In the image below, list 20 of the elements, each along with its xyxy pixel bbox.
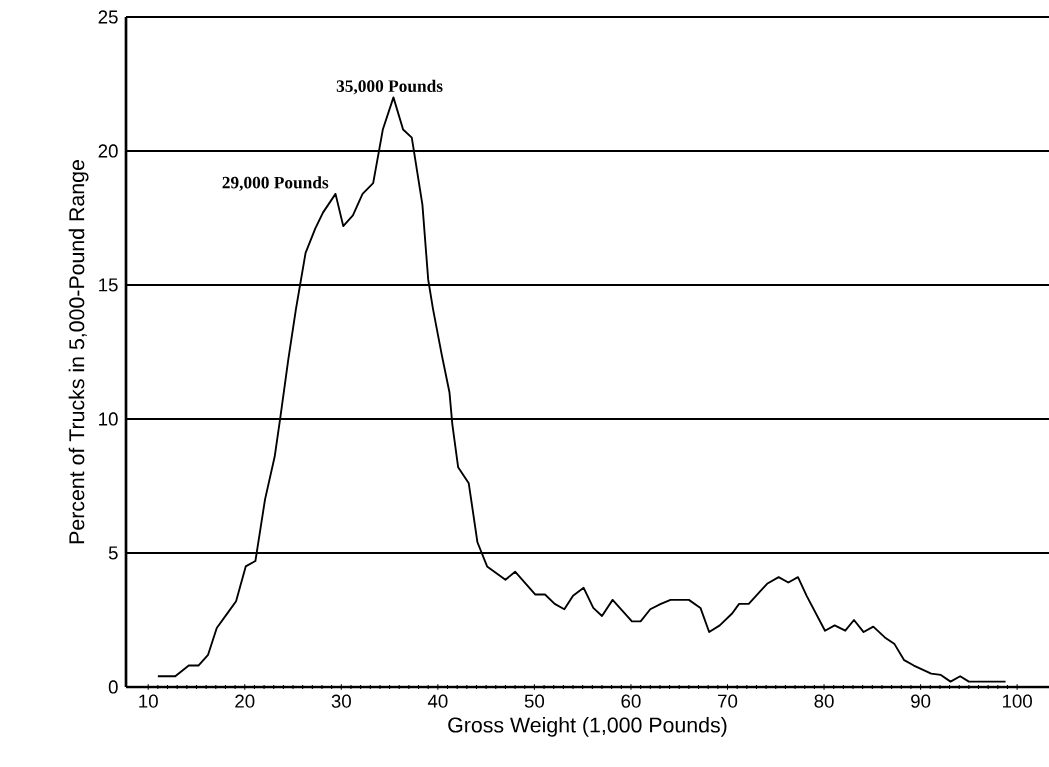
y-tick-label: 0 bbox=[108, 680, 118, 694]
x-tick-label: 30 bbox=[331, 694, 351, 708]
x-tick-label: 40 bbox=[427, 694, 448, 708]
y-axis-title: Percent of Trucks in 5,000-Pound Range bbox=[68, 160, 89, 544]
y-tick-label: 5 bbox=[108, 546, 118, 560]
x-tick-label: 80 bbox=[814, 694, 834, 708]
x-axis-title: Gross Weight (1,000 Pounds) bbox=[448, 716, 727, 737]
x-tick-label: 50 bbox=[524, 694, 545, 708]
y-tick-label: 25 bbox=[98, 10, 118, 24]
x-tick-label: 90 bbox=[911, 694, 931, 708]
x-tick-label: 70 bbox=[718, 694, 738, 708]
x-tick-label: 10 bbox=[139, 694, 158, 708]
x-tick-label: 20 bbox=[235, 694, 255, 708]
x-tick-label: 100 bbox=[1002, 694, 1032, 708]
x-tick-label: 60 bbox=[621, 694, 641, 708]
annotation: 29,000 Pounds bbox=[222, 176, 329, 191]
annotation: 35,000 Pounds bbox=[336, 79, 443, 95]
y-tick-label: 15 bbox=[99, 278, 118, 292]
y-tick-label: 10 bbox=[99, 412, 118, 426]
y-tick-label: 20 bbox=[98, 144, 118, 158]
